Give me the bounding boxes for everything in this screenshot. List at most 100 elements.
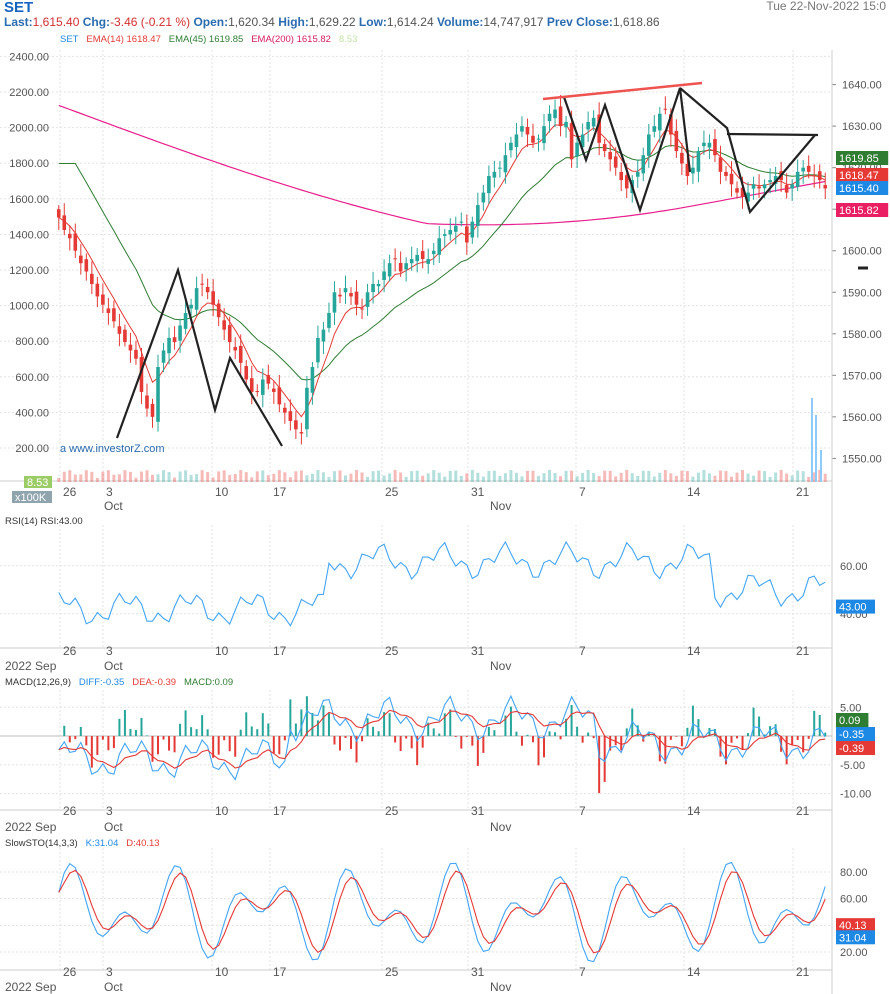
candle-body: [178, 325, 182, 341]
volume-bar: [106, 470, 110, 482]
macd-histogram-bar: [79, 726, 82, 737]
candle-body: [569, 123, 574, 160]
sto-x-tick: 21: [796, 965, 810, 979]
macd-histogram-bar: [168, 736, 171, 751]
macd-histogram-bar: [449, 709, 452, 737]
macd-histogram-bar: [421, 736, 424, 748]
macd-histogram-bar: [427, 722, 430, 737]
right-axis-tick: 1590.00: [842, 287, 882, 299]
macd-histogram-bar: [520, 736, 523, 746]
candle-body: [812, 175, 817, 177]
legend-macd-hist: MACD:0.09: [184, 677, 234, 688]
macd-histogram-bar: [741, 736, 744, 750]
macd-histogram-bar: [675, 736, 678, 737]
macd-histogram-bar: [554, 732, 557, 737]
chg-value: -3.46 (-0.21 %): [110, 15, 191, 29]
macd-histogram-bar: [680, 736, 683, 747]
candle-body: [128, 344, 133, 351]
candle-body: [62, 215, 67, 230]
macd-histogram-bar: [90, 736, 93, 768]
candle-body: [680, 152, 684, 164]
volume-bar: [388, 473, 392, 482]
macd-histogram-bar: [355, 736, 358, 763]
main-x-tick: 25: [385, 485, 399, 499]
chg-label: Chg:: [82, 15, 111, 29]
volume-spike: [815, 415, 817, 482]
ema45-badge-bg: [836, 151, 889, 165]
rsi-x-tick: 3: [106, 644, 113, 658]
left-axis-tick: 1600.00: [9, 194, 49, 206]
volume-bar: [669, 473, 673, 482]
macd-histogram-bar: [713, 728, 716, 737]
candle-body: [349, 293, 353, 297]
volume-bar: [371, 471, 375, 482]
left-axis-tick: 2000.00: [9, 123, 49, 135]
candle-body: [724, 171, 728, 176]
candle-body: [277, 387, 282, 405]
candle-body: [586, 121, 590, 130]
right-axis-tick: 1560.00: [842, 412, 882, 424]
macd-histogram-bar: [625, 728, 628, 737]
left-axis-tick: 2400.00: [9, 51, 49, 63]
macd-histogram-bar: [476, 736, 479, 766]
candle-body: [575, 142, 579, 157]
macd-histogram-bar: [537, 736, 540, 766]
left-axis-tick: 1000.00: [9, 301, 49, 313]
volume-bar: [355, 470, 359, 482]
volume-bar: [62, 471, 66, 482]
macd-x-tick: 31: [471, 804, 485, 818]
volume-bar: [823, 473, 827, 482]
volume-bar: [162, 470, 166, 482]
macd-histogram-bar: [702, 736, 705, 737]
candle-body: [95, 283, 100, 297]
main-x-tick: 14: [687, 485, 701, 499]
macd-histogram-bar: [565, 718, 568, 737]
volume-bar: [404, 476, 408, 482]
legend-d: D:40.13: [126, 838, 160, 849]
candle-body: [343, 288, 348, 293]
candle-body: [139, 357, 144, 392]
macd-histogram-bar: [609, 736, 612, 751]
volume-bar: [134, 477, 138, 482]
macd-histogram-bar: [179, 723, 182, 737]
candle-body: [260, 379, 265, 395]
main-legend: SET EMA(14) 1618.47 EMA(45) 1619.85 EMA(…: [60, 34, 357, 45]
prev-value: 1,618.86: [612, 15, 660, 29]
candle-body: [613, 156, 618, 168]
volume-bar: [768, 476, 772, 482]
macd-histogram-bar: [763, 734, 766, 737]
candle-body: [205, 286, 210, 293]
macd-histogram-bar: [316, 720, 319, 737]
macd-histogram-bar: [129, 728, 132, 737]
candle-body: [156, 367, 160, 422]
volume-bar: [360, 472, 364, 482]
volume-bar: [454, 470, 458, 482]
macd-histogram-bar: [305, 696, 308, 737]
main-x-tick: 21: [796, 485, 810, 499]
candle-body: [481, 192, 486, 203]
candle-body: [338, 294, 342, 297]
trendline-zigzag-nov: [562, 87, 692, 214]
macd-histogram-bar: [465, 736, 468, 737]
macd-histogram-bar: [101, 736, 104, 740]
sto-k-badge-bg: [836, 930, 875, 945]
candle-body: [238, 345, 243, 363]
macd-histogram-bar: [438, 733, 441, 737]
macd-month-label: Nov: [490, 820, 511, 834]
volume-bar: [575, 476, 579, 482]
candle-body: [520, 126, 524, 132]
volume-bar: [261, 470, 265, 482]
macd-histogram-bar: [289, 699, 292, 737]
right-axis-tick: 1550.00: [842, 453, 882, 465]
macd-histogram-bar: [432, 728, 435, 737]
volume-bar: [184, 470, 188, 482]
rsi-month-label: Oct: [104, 659, 123, 673]
candle-body: [415, 254, 419, 262]
candle-body: [431, 250, 436, 255]
legend-set: SET: [60, 34, 79, 45]
candle-body: [591, 117, 596, 127]
volume-bar: [608, 470, 612, 482]
rsi-line: [58, 540, 826, 627]
sto-month-label: Oct: [104, 980, 123, 994]
candle-body: [172, 337, 177, 343]
